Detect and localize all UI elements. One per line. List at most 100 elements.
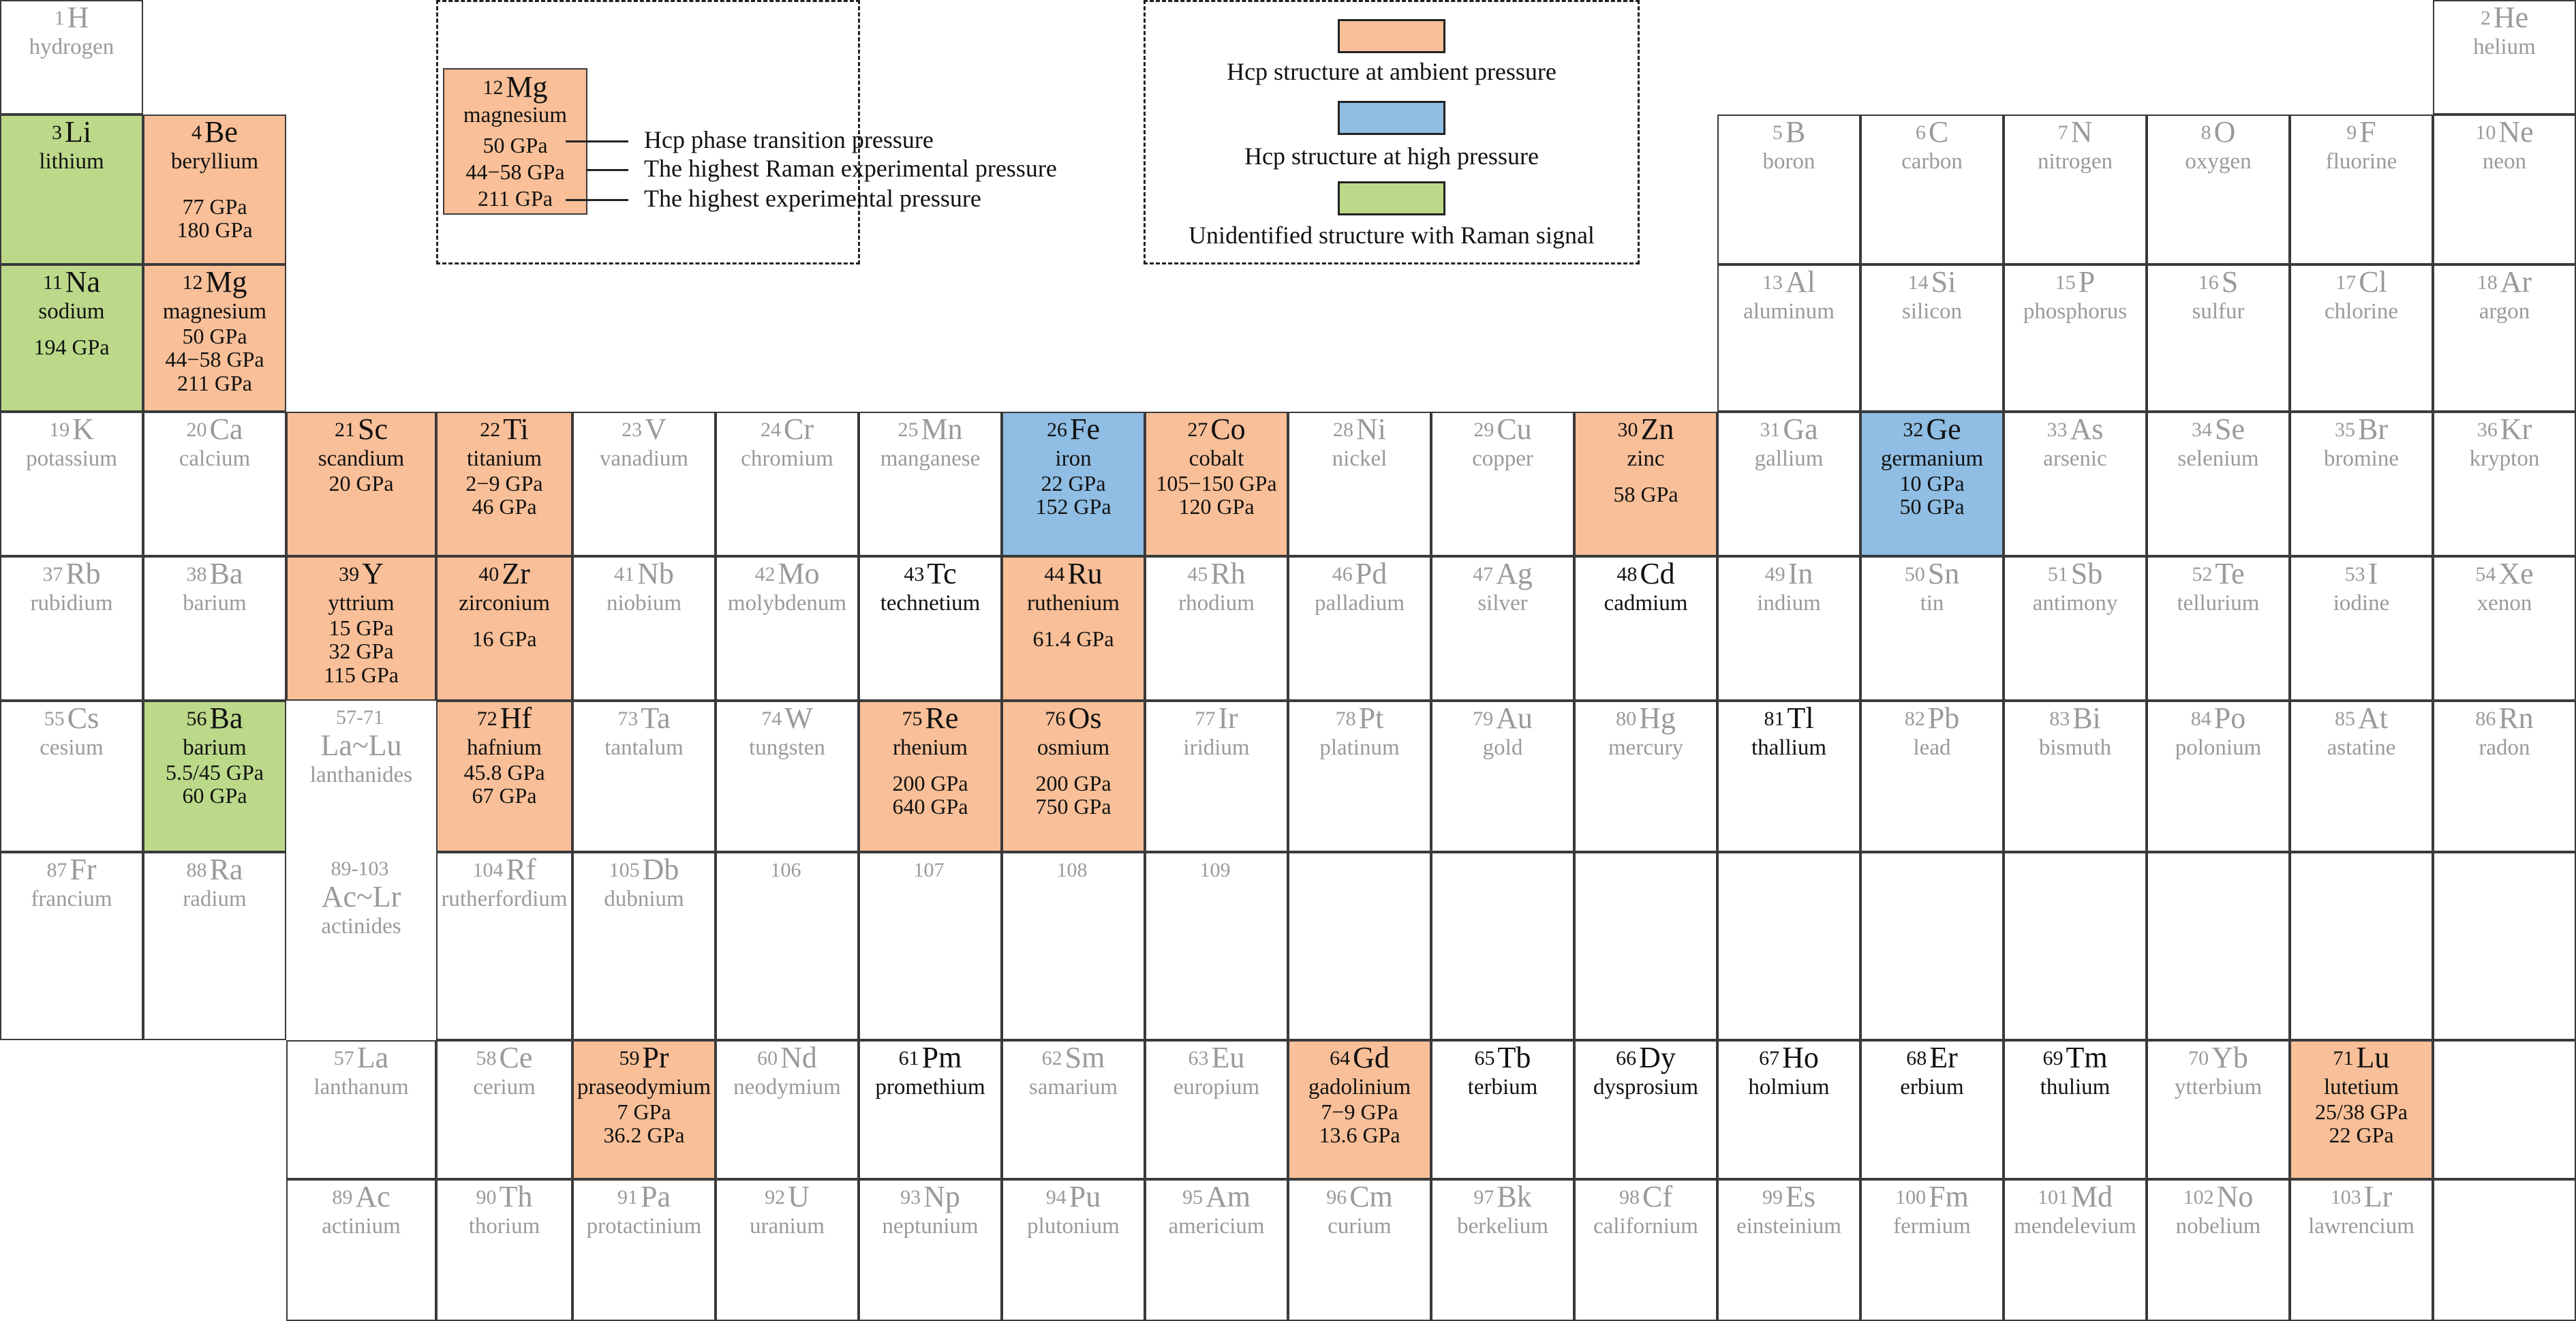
atomic-number: 79 xyxy=(1473,708,1494,730)
element-cell-98: 98Cf californium xyxy=(1574,1179,1717,1321)
element-header: 27Co xyxy=(1146,414,1287,444)
element-header: 33As xyxy=(2005,414,2145,444)
atomic-number: 62 xyxy=(1041,1047,1062,1069)
element-cell-89-103: 89-103 Ac~Lr actinides xyxy=(286,852,436,1040)
atomic-number: 16 xyxy=(2198,271,2219,294)
element-name: iodine xyxy=(2333,591,2390,616)
element-name: cadmium xyxy=(1604,591,1688,616)
element-header: 85At xyxy=(2291,703,2432,733)
atomic-number: 78 xyxy=(1335,708,1356,730)
element-symbol: Cd xyxy=(1640,557,1675,590)
element-name: hafnium xyxy=(467,735,542,760)
atomic-number: 109 xyxy=(1199,859,1231,881)
element-header: 31Ga xyxy=(1719,414,1859,444)
pressure-value: 7 GPa xyxy=(617,1099,671,1124)
element-cell-47: 47Ag silver xyxy=(1431,556,1574,701)
element-name: oxygen xyxy=(2185,149,2252,174)
element-symbol: Zn xyxy=(1640,412,1674,446)
element-cell-2: 2He helium xyxy=(2433,0,2576,115)
leader-line-highest xyxy=(566,199,628,201)
pressure-values: 45.8 GPa 67 GPa xyxy=(438,761,571,808)
element-header: 61Pm xyxy=(860,1043,1000,1073)
atomic-number: 45 xyxy=(1187,563,1208,586)
element-name: bismuth xyxy=(2038,735,2112,760)
atomic-number: 81 xyxy=(1764,708,1785,730)
pressure-value: 67 GPa xyxy=(472,783,537,808)
element-header: 71Lu xyxy=(2291,1043,2432,1073)
element-cell-34: 34Se selenium xyxy=(2147,412,2290,556)
pressure-value: 16 GPa xyxy=(472,626,537,651)
spacer xyxy=(1576,472,1716,483)
element-header: 57-71 La~Lu xyxy=(286,708,436,761)
element-header: 86Rn xyxy=(2434,703,2575,733)
element-cell-22: 22Ti titanium 2−9 GPa 46 GPa xyxy=(436,412,572,556)
element-cell-83: 83Bi bismuth xyxy=(2004,701,2147,852)
element-cell-102: 102No nobelium xyxy=(2147,1179,2290,1321)
pressure-value: 640 GPa xyxy=(892,794,968,819)
atomic-number: 4 xyxy=(191,121,202,144)
atomic-number: 56 xyxy=(186,708,207,730)
element-name: rutherfordium xyxy=(441,887,568,911)
atomic-number: 88 xyxy=(186,859,207,881)
element-header: 58Ce xyxy=(438,1043,571,1073)
element-symbol: Pb xyxy=(1927,701,1960,735)
element-header: 48Cd xyxy=(1576,559,1716,589)
element-symbol: O xyxy=(2213,115,2236,149)
element-name: tantalum xyxy=(604,735,684,760)
element-name: francium xyxy=(31,887,112,911)
element-cell-65: 65Tb terbium xyxy=(1431,1040,1574,1179)
atomic-number: 59 xyxy=(619,1047,640,1069)
atomic-number: 41 xyxy=(614,563,635,586)
pressure-value: 750 GPa xyxy=(1035,794,1111,819)
element-name: fluorine xyxy=(2325,149,2397,174)
element-name: rhodium xyxy=(1178,591,1255,616)
element-cell-41: 41Nb niobium xyxy=(572,556,716,701)
element-header: 54Xe xyxy=(2434,559,2575,589)
pressure-values: 7−9 GPa 13.6 GPa xyxy=(1289,1100,1430,1147)
atomic-number: 80 xyxy=(1616,708,1637,730)
element-header: 4Be xyxy=(144,117,285,147)
element-symbol: Se xyxy=(2215,412,2245,446)
element-name: iridium xyxy=(1183,735,1250,760)
element-cell-55: 55Cs cesium xyxy=(0,701,143,852)
element-cell-19: 19K potassium xyxy=(0,412,143,556)
pressure-value: 15 GPa xyxy=(328,615,394,640)
element-cell-54: 54Xe xenon xyxy=(2433,556,2576,701)
element-header: 55Cs xyxy=(1,703,142,733)
element-name: sulfur xyxy=(2192,299,2245,324)
element-cell-38: 38Ba barium xyxy=(143,556,286,701)
atomic-number: 28 xyxy=(1333,419,1353,441)
element-name: lanthanum xyxy=(313,1075,409,1099)
element-name: chromium xyxy=(741,446,833,471)
element-name: mercury xyxy=(1608,735,1683,760)
element-name: potassium xyxy=(26,446,117,471)
element-header: 39Y xyxy=(288,559,435,589)
element-header: 7N xyxy=(2005,117,2145,147)
element-header: 15P xyxy=(2005,267,2145,297)
element-symbol: Au xyxy=(1496,701,1533,735)
element-name: cobalt xyxy=(1189,446,1244,471)
element-header: 101Md xyxy=(2005,1182,2145,1212)
element-cell-90: 90Th thorium xyxy=(436,1179,572,1321)
atomic-number: 17 xyxy=(2335,271,2357,294)
pressure-value: 50 GPa xyxy=(182,323,247,348)
element-cell-75: 75Re rhenium 200 GPa 640 GPa xyxy=(859,701,1002,852)
pressure-value: 152 GPa xyxy=(1035,494,1111,519)
atomic-number: 58 xyxy=(476,1047,497,1069)
pressure-value: 45.8 GPa xyxy=(463,759,545,785)
element-cell-70: 70Yb ytterbium xyxy=(2147,1040,2290,1179)
element-cell-32: 32Ge germanium 10 GPa 50 GPa xyxy=(1860,412,2004,556)
element-header: 29Cu xyxy=(1432,414,1573,444)
element-cell-29: 29Cu copper xyxy=(1431,412,1574,556)
atomic-number: 20 xyxy=(186,419,207,441)
pressure-value: 211 GPa xyxy=(177,370,252,395)
pressure-value: 50 GPa xyxy=(1899,494,1965,519)
element-header: 99Es xyxy=(1719,1182,1859,1212)
element-name: argon xyxy=(2479,299,2530,324)
element-cell-44: 44Ru ruthenium 61.4 GPa xyxy=(1002,556,1145,701)
element-cell-51: 51Sb antimony xyxy=(2004,556,2147,701)
element-header: 93Np xyxy=(860,1182,1000,1212)
element-cell-93: 93Np neptunium xyxy=(859,1179,1002,1321)
element-name: selenium xyxy=(2177,446,2259,471)
element-name: americium xyxy=(1168,1214,1265,1239)
